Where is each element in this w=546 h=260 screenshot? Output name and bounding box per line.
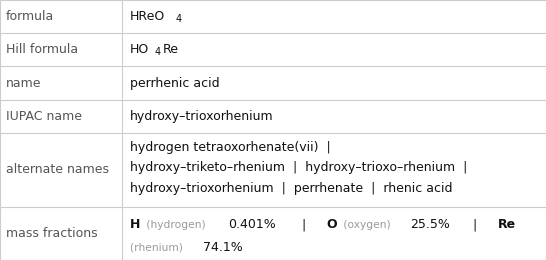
Text: |: | <box>290 218 318 231</box>
Text: 25.5%: 25.5% <box>410 218 450 231</box>
Text: HO: HO <box>130 43 149 56</box>
Text: alternate names: alternate names <box>6 163 109 176</box>
Text: 74.1%: 74.1% <box>203 241 242 254</box>
Text: 4: 4 <box>175 14 182 24</box>
Text: 4: 4 <box>155 47 161 57</box>
Text: hydroxy–trioxorhenium: hydroxy–trioxorhenium <box>130 110 274 123</box>
Text: 0.401%: 0.401% <box>229 218 276 231</box>
Text: formula: formula <box>6 10 54 23</box>
Text: mass fractions: mass fractions <box>6 227 98 240</box>
Text: (hydrogen): (hydrogen) <box>144 220 209 230</box>
Text: Re: Re <box>163 43 179 56</box>
Text: (oxygen): (oxygen) <box>340 220 394 230</box>
Text: hydroxy–trioxorhenium  |  perrhenate  |  rhenic acid: hydroxy–trioxorhenium | perrhenate | rhe… <box>130 182 453 195</box>
Text: hydrogen tetraoxorhenate(vii)  |: hydrogen tetraoxorhenate(vii) | <box>130 141 331 154</box>
Text: O: O <box>327 218 337 231</box>
Text: perrhenic acid: perrhenic acid <box>130 76 219 89</box>
Text: IUPAC name: IUPAC name <box>6 110 82 123</box>
Text: (rhenium): (rhenium) <box>130 243 186 253</box>
Text: Hill formula: Hill formula <box>6 43 78 56</box>
Text: H: H <box>130 218 140 231</box>
Text: |: | <box>461 218 490 231</box>
Text: hydroxy–triketo–rhenium  |  hydroxy–trioxo–rhenium  |: hydroxy–triketo–rhenium | hydroxy–trioxo… <box>130 161 467 174</box>
Text: HReO: HReO <box>130 10 165 23</box>
Text: name: name <box>6 76 41 89</box>
Text: Re: Re <box>498 218 516 231</box>
